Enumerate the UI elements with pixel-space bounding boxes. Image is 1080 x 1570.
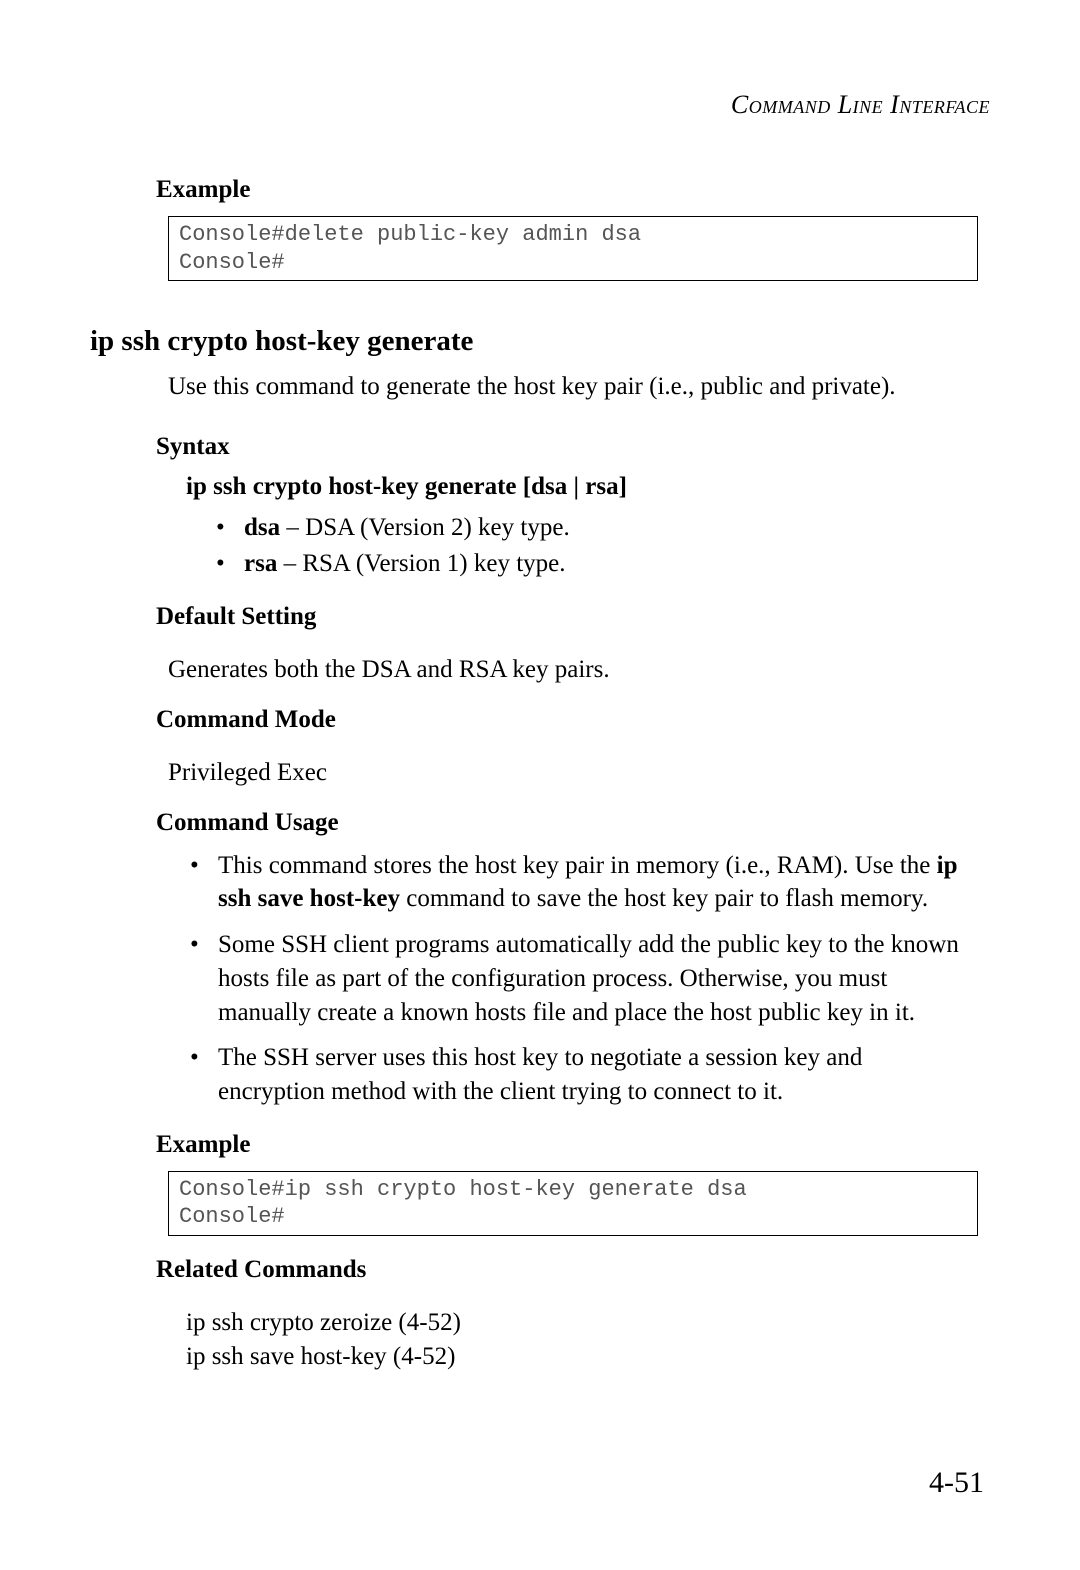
- command-mode-text: Privileged Exec: [168, 756, 990, 789]
- page-number: 4-51: [929, 1466, 984, 1500]
- page: Command Line Interface Example Console#d…: [0, 0, 1080, 1570]
- running-head: Command Line Interface: [90, 90, 990, 120]
- usage-item: This command stores the host key pair in…: [190, 849, 960, 917]
- related-command-item: ip ssh crypto zeroize (4-52): [186, 1306, 990, 1340]
- param-term: dsa: [244, 514, 280, 541]
- command-mode-heading: Command Mode: [156, 706, 990, 734]
- example-heading-2: Example: [156, 1131, 990, 1159]
- usage-item: The SSH server uses this host key to neg…: [190, 1041, 960, 1109]
- usage-text-pre: Some SSH client programs automatically a…: [218, 931, 959, 1026]
- syntax-param-list: dsa – DSA (Version 2) key type. rsa – RS…: [216, 511, 990, 581]
- default-setting-heading: Default Setting: [156, 603, 990, 631]
- usage-item: Some SSH client programs automatically a…: [190, 928, 960, 1029]
- command-title: ip ssh crypto host-key generate: [90, 325, 990, 358]
- param-desc: – RSA (Version 1) key type.: [277, 550, 565, 577]
- param-term: rsa: [244, 550, 277, 577]
- command-usage-heading: Command Usage: [156, 809, 990, 837]
- default-setting-text: Generates both the DSA and RSA key pairs…: [168, 653, 990, 686]
- code-block-1: Console#delete public-key admin dsa Cons…: [168, 216, 978, 281]
- usage-text-pre: This command stores the host key pair in…: [218, 852, 937, 879]
- syntax-param: dsa – DSA (Version 2) key type.: [216, 511, 990, 545]
- param-desc: – DSA (Version 2) key type.: [280, 514, 570, 541]
- example-heading-1: Example: [156, 176, 990, 204]
- code-block-2: Console#ip ssh crypto host-key generate …: [168, 1171, 978, 1236]
- related-command-item: ip ssh save host-key (4-52): [186, 1340, 990, 1374]
- syntax-line: ip ssh crypto host-key generate [dsa | r…: [186, 473, 990, 501]
- usage-text-post: command to save the host key pair to fla…: [400, 885, 928, 912]
- syntax-param: rsa – RSA (Version 1) key type.: [216, 547, 990, 581]
- command-usage-list: This command stores the host key pair in…: [190, 849, 960, 1109]
- command-description: Use this command to generate the host ke…: [168, 370, 990, 403]
- related-commands-heading: Related Commands: [156, 1256, 990, 1284]
- syntax-heading: Syntax: [156, 433, 990, 461]
- usage-text-pre: The SSH server uses this host key to neg…: [218, 1044, 862, 1105]
